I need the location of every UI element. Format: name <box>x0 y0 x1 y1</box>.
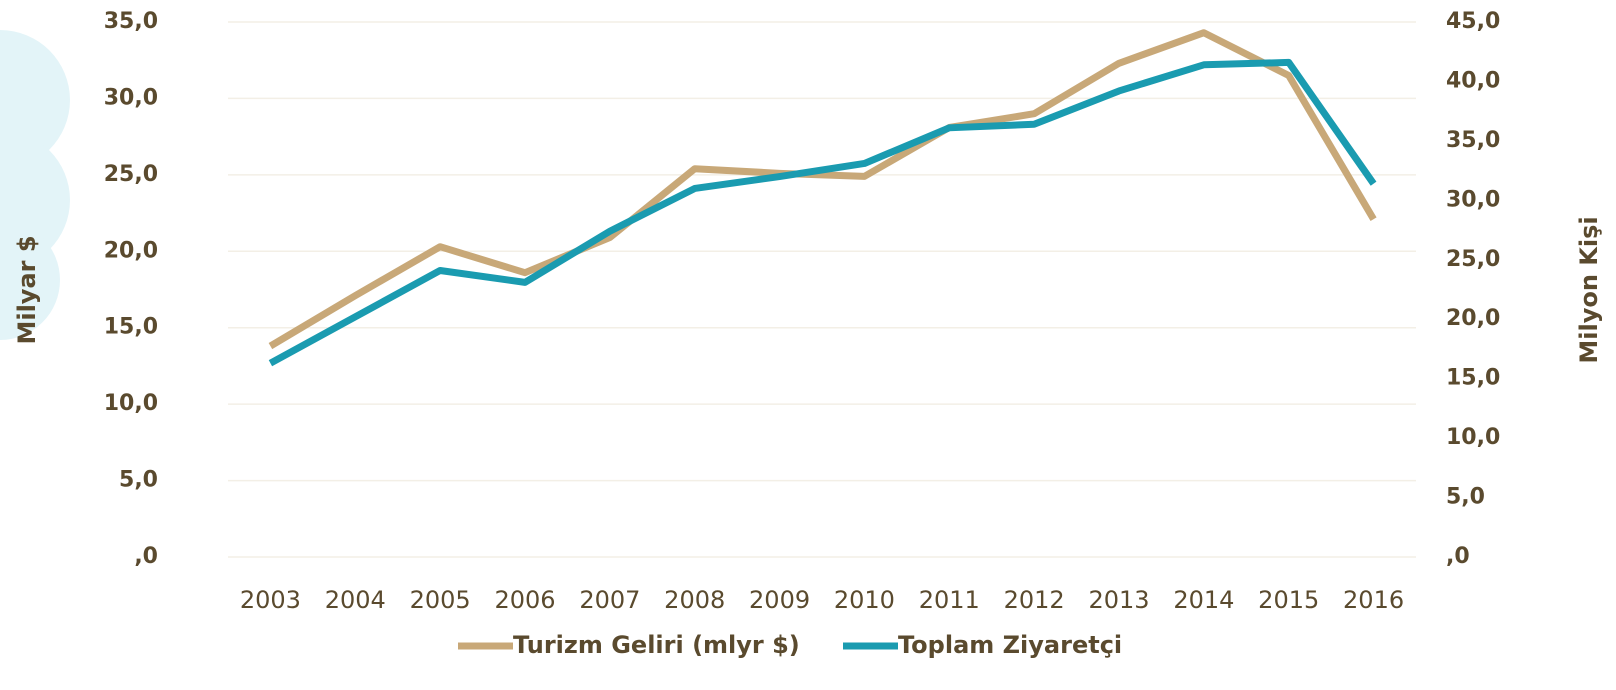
y2-tick-label: 25,0 <box>1446 247 1500 272</box>
x-tick-label: 2010 <box>834 586 895 614</box>
x-tick-label: 2008 <box>664 586 725 614</box>
y2-axis-title: Milyon Kişi <box>1575 216 1603 363</box>
y2-tick-label: 35,0 <box>1446 128 1500 153</box>
x-tick-label: 2004 <box>325 586 386 614</box>
x-tick-label: 2012 <box>1004 586 1065 614</box>
x-tick-label: 2016 <box>1343 586 1404 614</box>
y2-tick-label: 45,0 <box>1446 9 1500 34</box>
series-line <box>270 62 1373 363</box>
y2-tick-label: ,0 <box>1446 544 1470 569</box>
y-tick-label: 25,0 <box>104 162 158 187</box>
x-tick-label: 2006 <box>494 586 555 614</box>
y2-tick-label: 15,0 <box>1446 366 1500 391</box>
y-tick-label: 15,0 <box>104 315 158 340</box>
x-tick-label: 2007 <box>579 586 640 614</box>
series-line <box>270 33 1373 346</box>
y2-tick-label: 10,0 <box>1446 425 1500 450</box>
y-axis-title: Milyar $ <box>13 235 41 344</box>
x-tick-label: 2011 <box>919 586 980 614</box>
x-tick-label: 2014 <box>1173 586 1234 614</box>
y-tick-label: 30,0 <box>104 85 158 110</box>
y-tick-label: 10,0 <box>104 391 158 416</box>
y-tick-label: 20,0 <box>104 238 158 263</box>
y-tick-label: ,0 <box>134 544 158 569</box>
x-tick-label: 2013 <box>1088 586 1149 614</box>
x-tick-label: 2003 <box>240 586 301 614</box>
y2-tick-label: 5,0 <box>1446 485 1485 510</box>
y2-tick-label: 40,0 <box>1446 68 1500 93</box>
legend-label: Turizm Geliri (mlyr $) <box>513 631 800 659</box>
y2-tick-label: 30,0 <box>1446 187 1500 212</box>
x-tick-label: 2009 <box>749 586 810 614</box>
x-tick-label: 2015 <box>1258 586 1319 614</box>
y-tick-label: 35,0 <box>104 9 158 34</box>
chart: Milyar $ Milyon Kişi ,0 5,0 10,0 15,0 20,0 25… <box>0 0 1616 686</box>
legend-label: Toplam Ziyaretçi <box>898 631 1122 659</box>
x-tick-label: 2005 <box>410 586 471 614</box>
y-tick-label: 5,0 <box>119 468 158 493</box>
y2-tick-label: 20,0 <box>1446 306 1500 331</box>
